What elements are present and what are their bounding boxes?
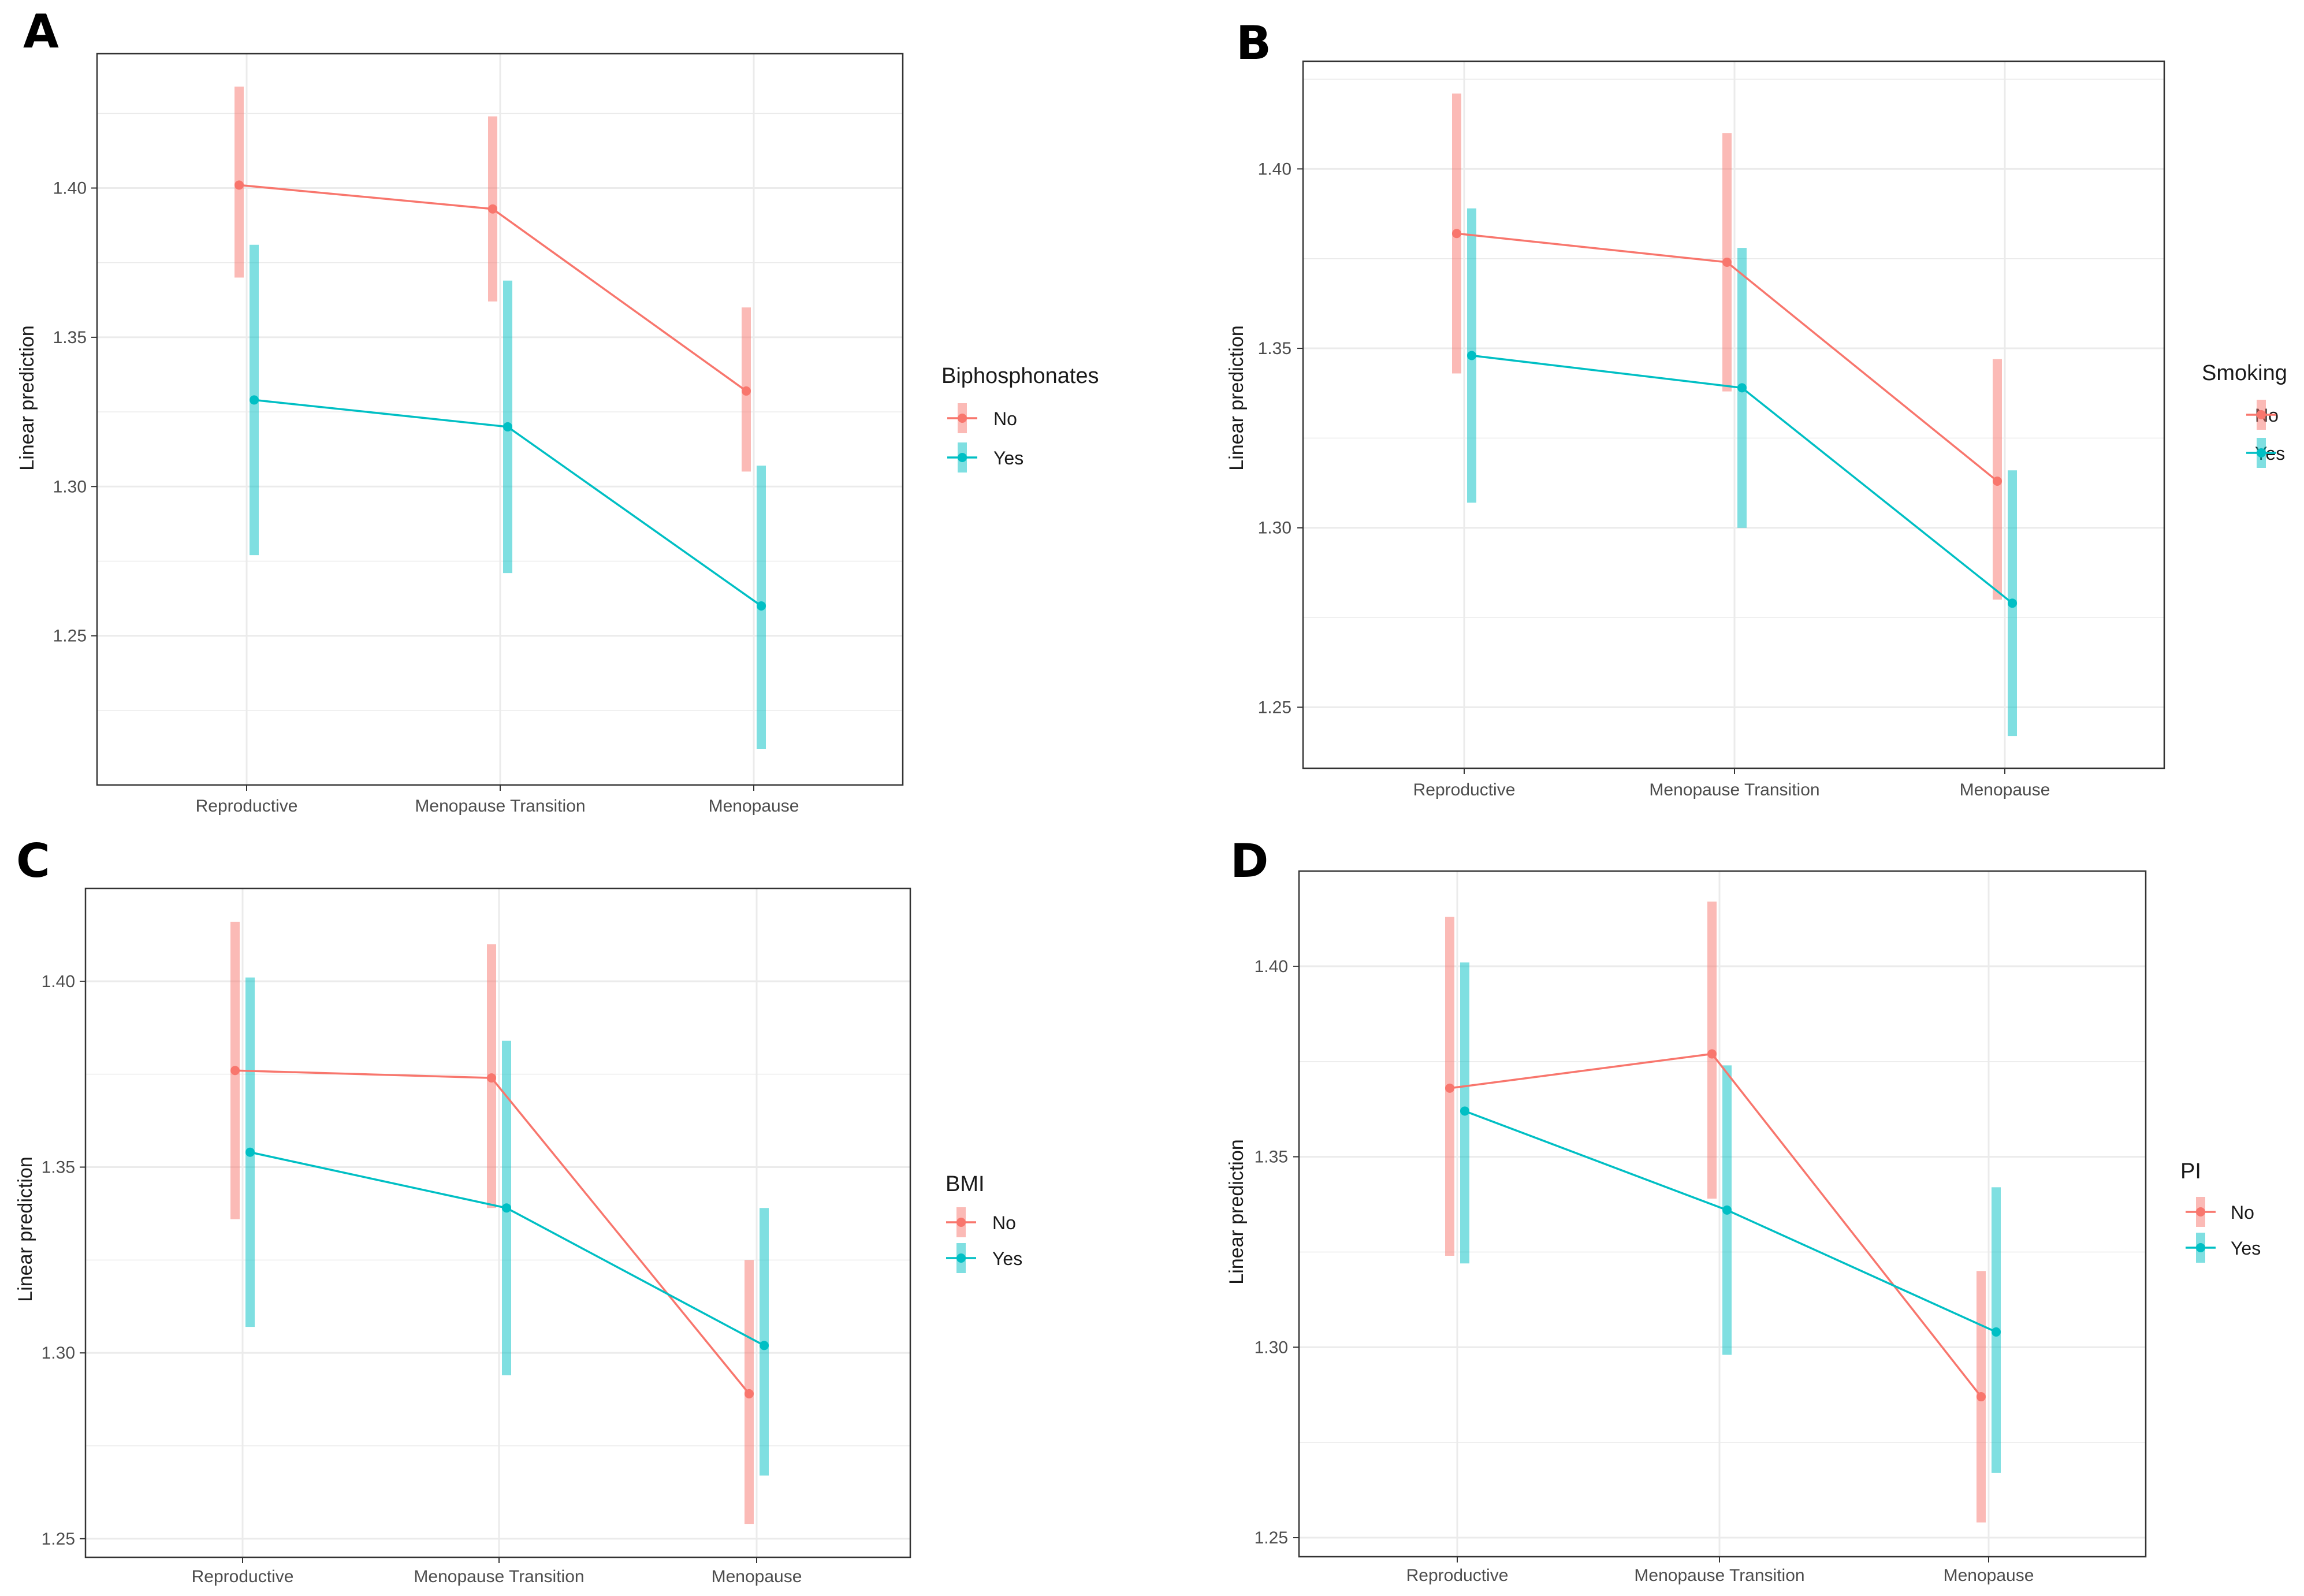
y-axis-title: Linear prediction (14, 1156, 36, 1301)
data-point-no (1445, 1083, 1454, 1093)
data-point-no (230, 1066, 240, 1076)
panel-d: 1.251.301.351.40 D Linear prediction PI … (1226, 834, 2261, 1585)
legend-title: Biphosphonates (941, 364, 1099, 388)
x-tick-label: Menopause (1960, 780, 2050, 799)
panel-letter-c: C (16, 834, 50, 888)
x-tick-label: Menopause Transition (415, 797, 585, 816)
panel-border (84, 887, 911, 1558)
data-point-no (1707, 1049, 1717, 1059)
panel-border (1298, 870, 2147, 1558)
panel-letter-d: D (1230, 834, 1268, 888)
x-tick-label: Menopause (1944, 1566, 2034, 1585)
data-point-yes (757, 601, 766, 611)
data-point-yes (1737, 383, 1747, 393)
data-point-yes (2008, 598, 2017, 608)
data-point-yes (1467, 351, 1476, 360)
panel-a: 1.25 1.30 1.35 1.40 A Linear prediction Bip… (16, 5, 1099, 816)
panel-border (96, 53, 904, 786)
legend-key-no (947, 403, 977, 433)
x-tick-label: Menopause (709, 797, 799, 816)
y-tick-label: 1.30 (1255, 1338, 1288, 1357)
legend-key-no (2246, 400, 2276, 430)
data-point-no (487, 1073, 496, 1083)
y-tick-label: 1.25 (1255, 1528, 1288, 1547)
x-tick-label: Menopause Transition (1649, 780, 1819, 799)
panel-c: 1.25 1.30 1.35 1.40 C Linear prediction BMI… (14, 834, 1022, 1586)
data-point-yes (760, 1341, 769, 1351)
y-tick-label: 1.40 (42, 972, 75, 991)
y-tick-label: 1.25 (1258, 698, 1291, 717)
data-point-no (742, 386, 751, 396)
legend-key-yes (2186, 1233, 2216, 1263)
x-tick-label: Reproductive (196, 797, 298, 816)
panel-letter-a: A (23, 5, 59, 58)
y-tick-label: 1.40 (53, 179, 87, 198)
y-tick-label: 1.35 (1258, 339, 1291, 358)
data-point-yes (1992, 1327, 2001, 1337)
y-axis-title: Linear prediction (1226, 1139, 1248, 1284)
legend-key-yes (946, 1243, 976, 1273)
data-point-no (235, 180, 244, 190)
x-tick-label: Reproductive (1406, 1566, 1509, 1585)
y-tick-label: 1.35 (42, 1158, 75, 1177)
data-point-no (1993, 476, 2002, 486)
data-point-no (745, 1389, 754, 1398)
legend-label-yes: Yes (993, 448, 1023, 468)
data-point-no (1977, 1392, 1986, 1402)
y-tick-label: 1.30 (1258, 519, 1291, 538)
y-tick-label: 1.35 (53, 328, 87, 347)
x-tick-label: Menopause Transition (1634, 1566, 1804, 1585)
legend-key-yes (947, 442, 977, 473)
x-tick-label: Reproductive (192, 1567, 294, 1586)
panel-border (1302, 60, 2165, 769)
legend-label-no: No (992, 1212, 1016, 1233)
legend-title: PI (2180, 1159, 2201, 1184)
data-point-no (1452, 229, 1461, 239)
legend-key-no (2186, 1197, 2216, 1227)
data-point-yes (502, 1203, 511, 1213)
y-tick-label: 1.30 (53, 477, 87, 496)
data-point-no (488, 204, 497, 214)
data-point-yes (245, 1147, 255, 1157)
y-tick-label: 1.30 (42, 1344, 75, 1363)
data-point-yes (503, 422, 512, 431)
legend-label-yes: Yes (992, 1248, 1022, 1269)
y-tick-label: 1.25 (53, 627, 87, 646)
data-point-no (1722, 257, 1732, 267)
legend-key-yes (2246, 438, 2276, 468)
y-axis-title: Linear prediction (16, 325, 38, 470)
x-tick-label: Menopause Transition (414, 1567, 584, 1586)
panel-letter-b: B (1236, 16, 1271, 70)
legend-label-no: No (993, 408, 1017, 429)
legend-title: Smoking (2202, 361, 2287, 385)
legend-label-no: No (2231, 1202, 2254, 1223)
legend-label-yes: Yes (2231, 1238, 2261, 1259)
data-point-yes (1722, 1205, 1732, 1215)
legend-title: BMI (946, 1172, 985, 1196)
x-tick-label: Reproductive (1413, 780, 1516, 799)
panel-b: 1.25 1.30 1.35 1.40 B Linear prediction Smo… (1226, 16, 2287, 799)
data-point-yes (250, 395, 259, 405)
y-tick-label: 1.40 (1255, 957, 1288, 976)
y-tick-label: 1.25 (42, 1530, 75, 1549)
y-tick-label: 1.35 (1255, 1148, 1288, 1167)
y-axis-title: Linear prediction (1226, 325, 1248, 470)
x-tick-label: Menopause (712, 1567, 802, 1586)
data-point-yes (1460, 1106, 1469, 1116)
legend-key-no (946, 1207, 976, 1237)
y-tick-label: 1.40 (1258, 159, 1291, 178)
